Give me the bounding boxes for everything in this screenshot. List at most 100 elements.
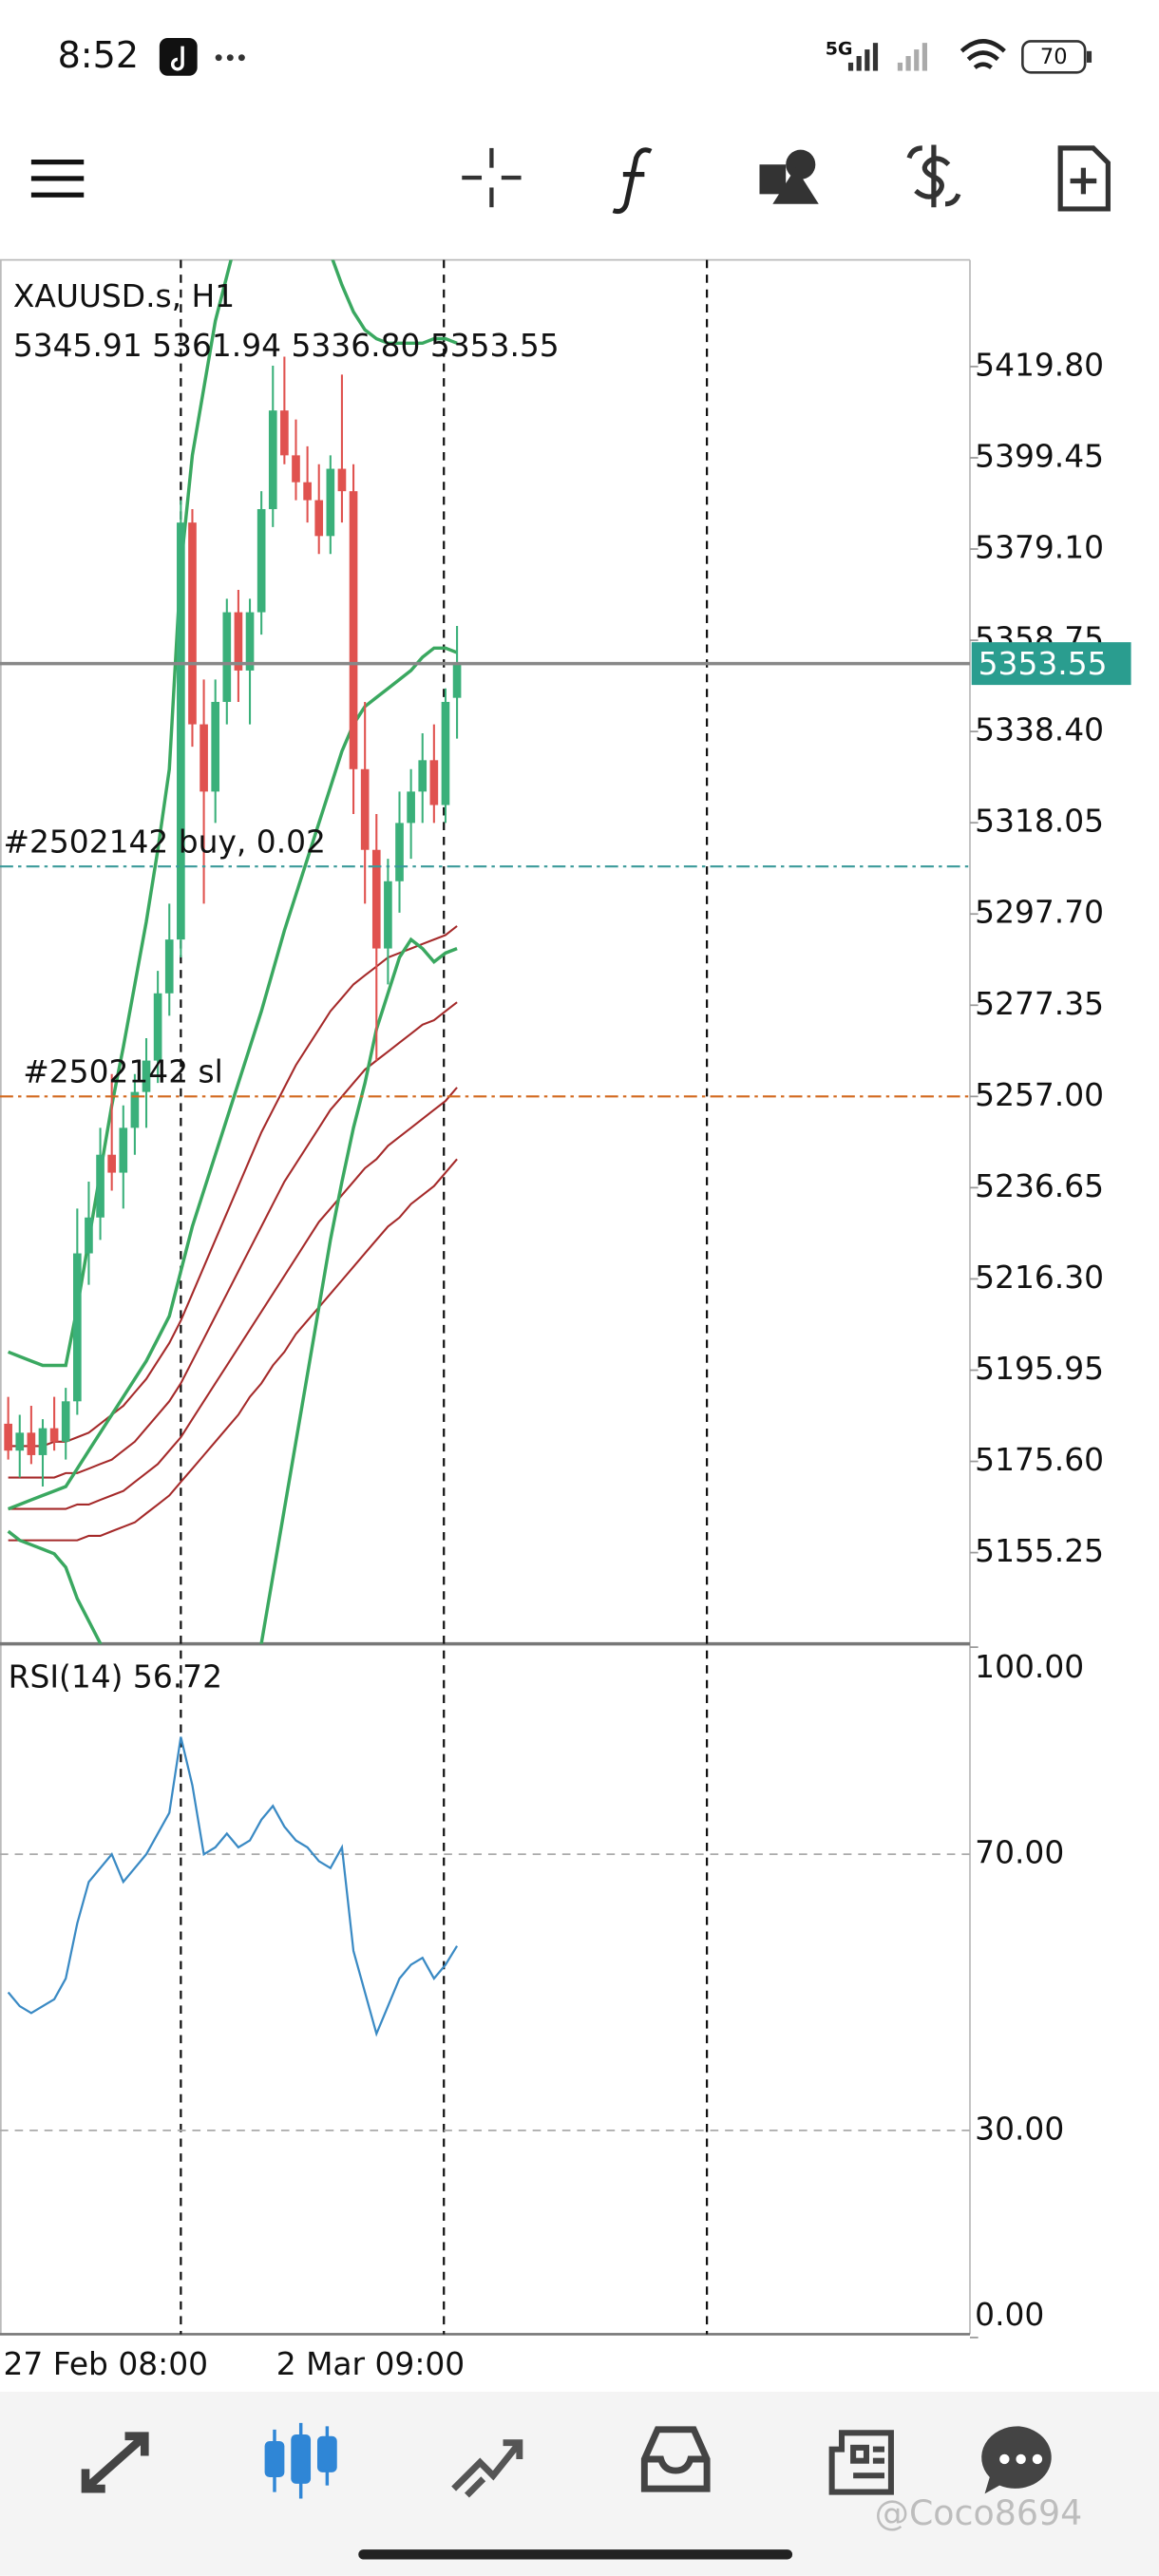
candle-body: [85, 1217, 93, 1254]
order-label: #2502142 buy, 0.02: [3, 823, 326, 860]
tiktok-icon: [159, 37, 198, 76]
candle-body: [49, 1428, 59, 1442]
indicator-line: [8, 259, 458, 1368]
y-tick-label: 70.00: [975, 1834, 1064, 1871]
indicator-line: [8, 1087, 458, 1510]
candle-body: [73, 1253, 82, 1402]
wifi-icon: [960, 39, 1006, 69]
candle-body: [245, 612, 255, 671]
candle-body: [371, 849, 381, 949]
price-plot: [0, 259, 970, 1644]
candle-body: [200, 724, 208, 792]
candle-body: [314, 500, 324, 537]
candle-body: [303, 482, 312, 501]
y-tick-label: 5399.45: [975, 437, 1104, 474]
candle-body: [326, 468, 335, 537]
signal-icons: [847, 43, 927, 71]
chart-labels: 5419.805399.455379.105358.755338.405318.…: [3, 346, 1131, 2339]
y-tick-label: 5216.30: [975, 1259, 1104, 1296]
home-indicator: [358, 2549, 793, 2560]
history-tab[interactable]: [640, 2426, 711, 2492]
new-order-button[interactable]: [1057, 145, 1111, 212]
time-label: 2 Mar 09:00: [276, 2345, 466, 2382]
candle-body: [452, 663, 462, 698]
symbol-label: XAUUSD.s, H1: [13, 277, 235, 314]
indicator-line: [8, 1001, 458, 1479]
y-tick-label: 5236.65: [975, 1167, 1104, 1204]
candle-body: [15, 1432, 25, 1451]
rsi-label: RSI(14) 56.72: [9, 1657, 222, 1695]
menu-button[interactable]: [30, 160, 85, 198]
y-tick-label: 5257.00: [975, 1076, 1104, 1113]
y-tick-label: 5175.60: [975, 1441, 1104, 1478]
indicator-line: [8, 646, 458, 1511]
y-tick-label: 5155.25: [975, 1532, 1104, 1569]
y-tick-label: 5297.70: [975, 894, 1104, 931]
trade-button[interactable]: [906, 144, 961, 208]
candle-body: [280, 410, 289, 456]
current-price-label: 5353.55: [978, 645, 1108, 682]
candle-body: [61, 1401, 70, 1442]
objects-button[interactable]: [759, 149, 819, 204]
candle-body: [211, 701, 220, 792]
y-tick-label: 5338.40: [975, 711, 1104, 748]
candle-body: [188, 522, 197, 725]
y-tick-label: 0.00: [975, 2296, 1044, 2333]
candle-body: [222, 612, 232, 702]
indicator-line: [8, 1158, 458, 1542]
network-type: 5G: [826, 39, 853, 60]
candle-body: [177, 522, 185, 940]
chart-tab[interactable]: [264, 2422, 337, 2499]
quotes-tab[interactable]: [81, 2432, 149, 2493]
time-label: 27 Feb 08:00: [3, 2345, 208, 2382]
candle-body: [142, 1060, 151, 1092]
candle-body: [395, 823, 404, 881]
trade-tab[interactable]: [451, 2439, 523, 2498]
indicator-line: [7, 1736, 459, 2037]
battery: 70: [1021, 40, 1092, 74]
y-tick-label: 5195.95: [975, 1350, 1104, 1387]
candle-body: [256, 509, 266, 613]
y-tick-label: 5318.05: [975, 803, 1104, 840]
candle-body: [234, 612, 243, 671]
order-label: #2502142 sl: [23, 1053, 223, 1090]
news-tab[interactable]: [828, 2430, 894, 2495]
indicators-button[interactable]: [612, 147, 653, 215]
candle-body: [107, 1154, 116, 1173]
battery-level: 70: [1040, 45, 1068, 69]
chat-tab[interactable]: [981, 2426, 1052, 2494]
chart-frame: [0, 258, 971, 2336]
candle-body: [27, 1432, 36, 1455]
current-price-box: [971, 642, 1131, 686]
watermark: @Coco8694: [875, 2492, 1083, 2533]
y-tick-label: 5379.10: [975, 529, 1104, 566]
ohlc-label: 5345.91 5361.94 5336.80 5353.55: [13, 327, 560, 364]
candle-body: [119, 1127, 128, 1173]
candle-body: [164, 939, 174, 994]
y-tick-label: 30.00: [975, 2110, 1064, 2147]
y-tick-label: 100.00: [975, 1648, 1084, 1685]
candle-body: [292, 455, 300, 483]
rsi-plot: [0, 1736, 970, 2131]
candle-body: [418, 760, 428, 792]
candle-body: [441, 701, 450, 805]
candle-body: [268, 410, 277, 510]
candle-body: [384, 881, 392, 949]
candle-body: [96, 1154, 104, 1218]
candle-body: [130, 1091, 140, 1128]
candle-body: [38, 1428, 48, 1455]
more-dots: [215, 54, 245, 62]
candle-body: [153, 993, 162, 1061]
candle-body: [407, 791, 415, 824]
status-time: 8:52: [58, 34, 139, 76]
candle-body: [360, 768, 370, 850]
indicator-line: [8, 925, 458, 1448]
bottom-nav: [0, 2392, 1159, 2576]
crosshair-button[interactable]: [462, 147, 522, 208]
candle-body: [4, 1423, 12, 1451]
candle-body: [349, 491, 358, 769]
candle-body: [337, 468, 347, 492]
indicator-line: [7, 937, 458, 1644]
